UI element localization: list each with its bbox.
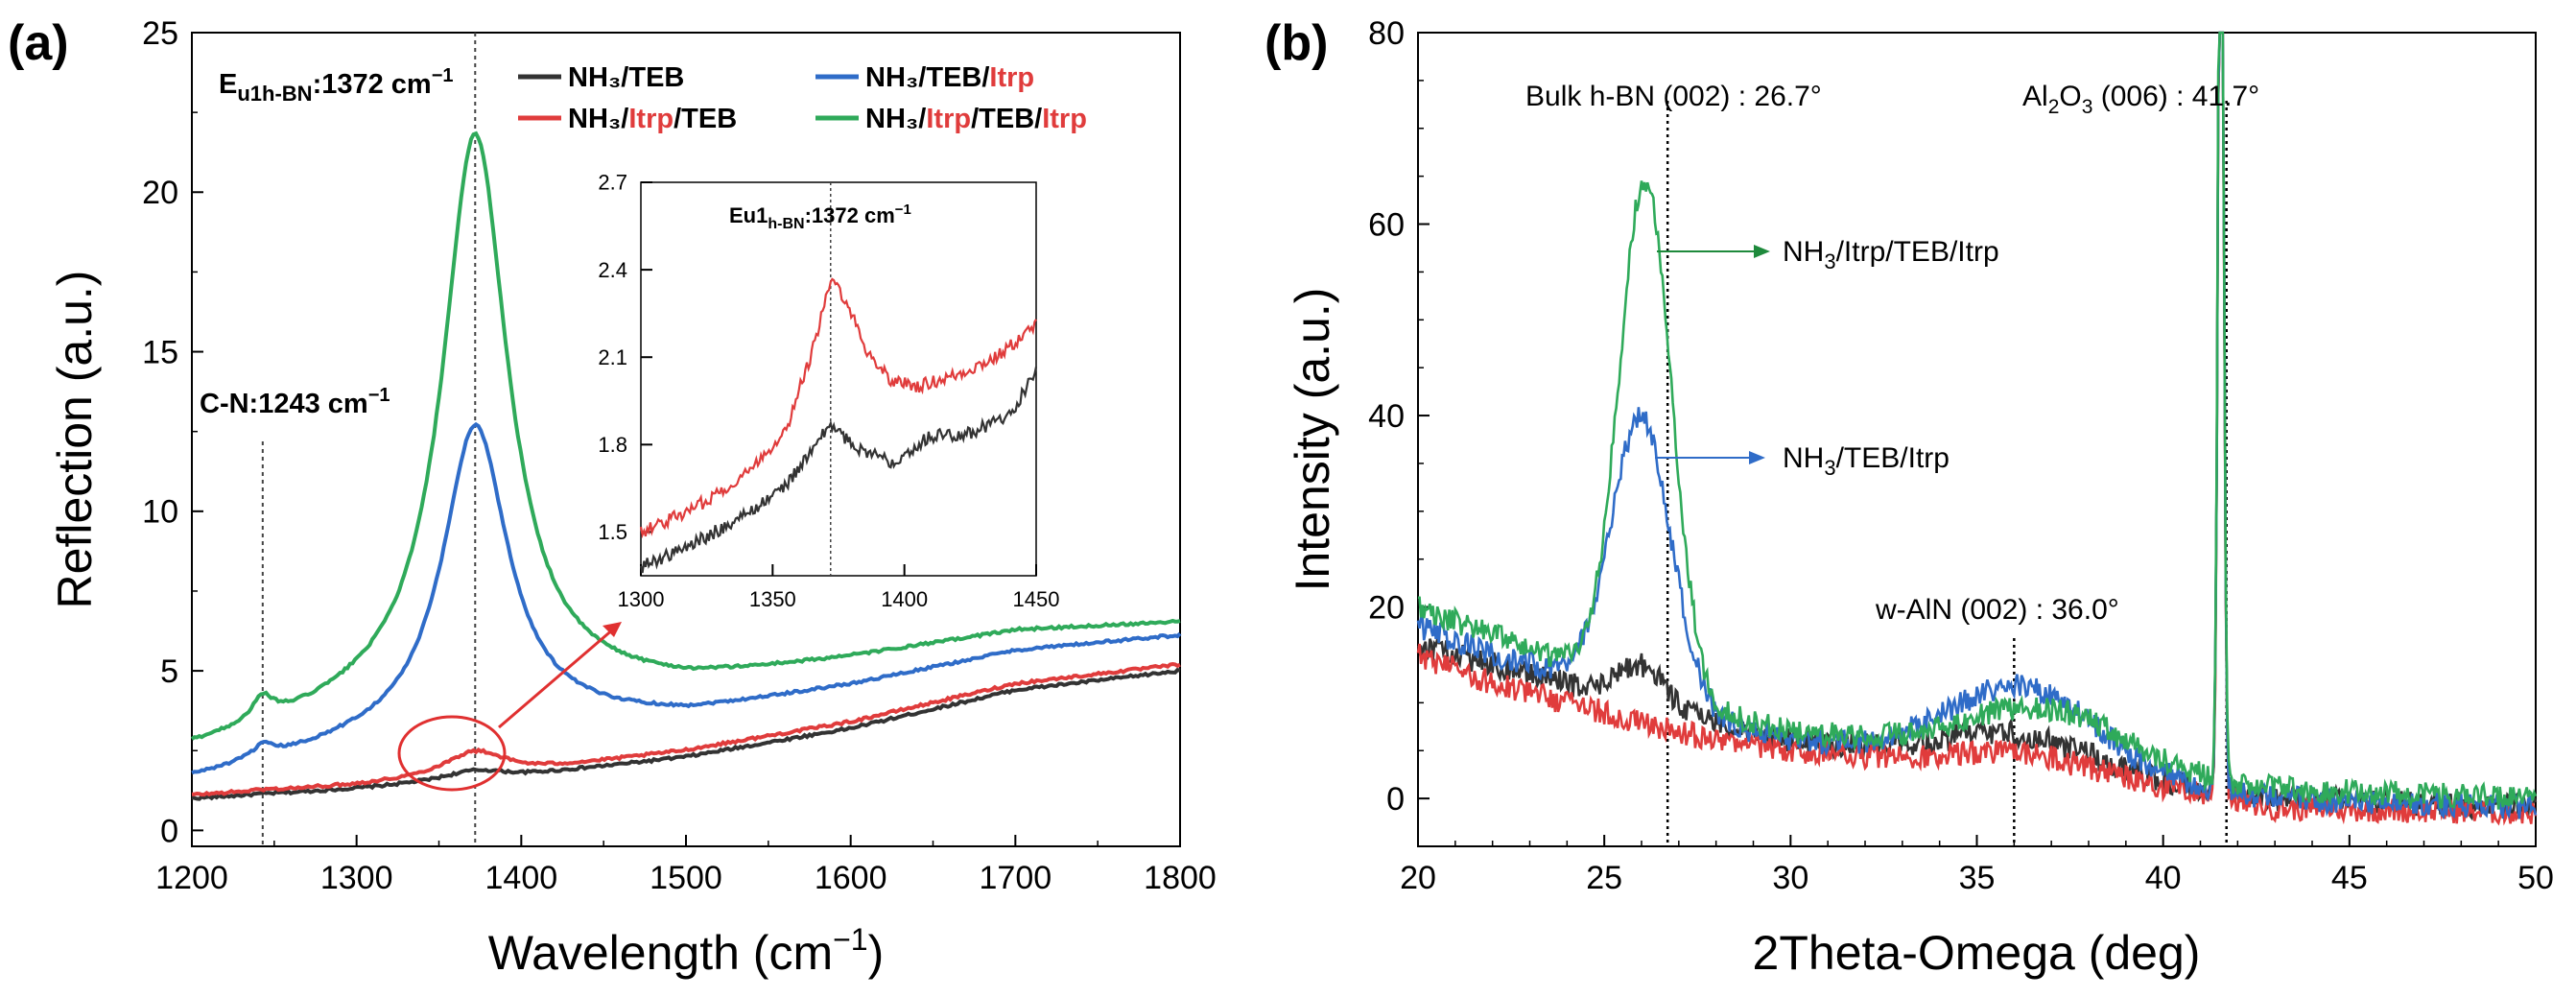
legend-label-itrp-teb: NH₃/Itrp/TEB bbox=[568, 104, 737, 134]
x-tick-label: 35 bbox=[1959, 860, 1996, 896]
inset-line-teb bbox=[639, 367, 1038, 574]
panel-a-x-ticks: 1200 1300 1400 1500 1600 1700 1800 bbox=[155, 835, 1217, 896]
x-tick-label: 25 bbox=[1586, 860, 1622, 896]
panel-a-legend: NH₃/TEB NH₃/Itrp/TEB NH₃/TEB/Itrp NH₃/It… bbox=[518, 62, 1087, 134]
panel-a-y-ticks: 0 5 10 15 20 25 bbox=[142, 15, 203, 849]
panel-b-green-label: NH3/Itrp/TEB/Itrp bbox=[1783, 236, 1999, 273]
x-tick-label: 1300 bbox=[320, 860, 393, 896]
panel-a-label: (a) bbox=[8, 15, 69, 71]
x-tick-label: 20 bbox=[1400, 860, 1436, 896]
x-tick-label: 1350 bbox=[749, 587, 796, 611]
panel-b-y-axis-label: Intensity (a.u.) bbox=[1286, 288, 1339, 592]
series-line-teb bbox=[191, 667, 1181, 801]
y-tick-label: 2.1 bbox=[598, 345, 627, 369]
panel-b-aln-annotation: w-AlN (002) : 36.0° bbox=[1875, 594, 2119, 626]
series-line-itrp_teb_itrp bbox=[1417, 31, 2538, 811]
y-tick-label: 20 bbox=[1368, 589, 1405, 626]
series-line-teb_itrp bbox=[1416, 31, 2538, 820]
panel-a: (a) 1200 1300 1400 1500 1600 1700 1800 0 5 10 15 2… bbox=[8, 15, 1217, 980]
panel-a-zoom-arrow bbox=[498, 627, 615, 729]
panel-b-x-ticks: 20 25 30 35 40 45 50 bbox=[1400, 835, 2554, 896]
inset-peak-annotation: Eu1h-BN:1372 cm−1 bbox=[729, 202, 911, 232]
panel-b-frame bbox=[1417, 32, 2537, 847]
y-tick-label: 1.8 bbox=[598, 433, 627, 457]
panel-a-y-axis-label: Reflection (a.u.) bbox=[48, 271, 102, 609]
x-tick-label: 1200 bbox=[155, 860, 228, 896]
y-tick-label: 5 bbox=[160, 653, 178, 690]
panel-a-cn-annotation: C-N:1243 cm−1 bbox=[200, 385, 390, 419]
y-tick-label: 2.4 bbox=[598, 258, 627, 282]
inset-line-itrp_teb bbox=[639, 277, 1037, 539]
inset-series bbox=[639, 277, 1038, 574]
inset-x-ticks: 1300 1350 1400 1450 bbox=[618, 564, 1060, 611]
series-line-teb_itrp bbox=[191, 421, 1182, 775]
y-tick-label: 0 bbox=[160, 813, 178, 849]
legend-label-teb: NH₃/TEB bbox=[568, 62, 684, 93]
legend-label-itrp-teb-itrp: NH₃/Itrp/TEB/Itrp bbox=[865, 104, 1087, 134]
panel-a-highlight-circle bbox=[397, 715, 507, 792]
panel-b-blue-label: NH3/TEB/Itrp bbox=[1783, 442, 1950, 480]
y-tick-label: 10 bbox=[142, 494, 178, 531]
y-tick-label: 60 bbox=[1368, 206, 1405, 243]
y-tick-label: 20 bbox=[142, 175, 178, 211]
panel-b-y-ticks: 0 20 40 60 80 bbox=[1368, 15, 1430, 818]
y-tick-label: 1.5 bbox=[598, 520, 627, 544]
y-tick-label: 0 bbox=[1386, 781, 1405, 818]
series-line-itrp_teb bbox=[1416, 31, 2538, 826]
series-line-itrp_teb_itrp bbox=[190, 131, 1181, 741]
x-tick-label: 1500 bbox=[650, 860, 722, 896]
y-tick-label: 40 bbox=[1368, 398, 1405, 435]
x-tick-label: 1800 bbox=[1144, 860, 1217, 896]
y-tick-label: 25 bbox=[142, 15, 178, 52]
x-tick-label: 1700 bbox=[980, 860, 1052, 896]
panel-a-x-axis-label: Wavelength (cm−1) bbox=[488, 922, 885, 980]
x-tick-label: 50 bbox=[2517, 860, 2554, 896]
panel-a-inset: 1300 1350 1400 1450 1.5 1.8 2.1 2.4 2.7 Eu1h-BN… bbox=[598, 171, 1059, 611]
panel-b-blue-arrowhead bbox=[1749, 451, 1765, 464]
x-tick-label: 45 bbox=[2331, 860, 2368, 896]
panel-b: (b) 20 25 30 35 40 45 50 0 20 40 60 80 2Theta-Omeg… bbox=[1264, 15, 2554, 980]
panel-b-series bbox=[1416, 31, 2538, 826]
series-line-itrp_teb bbox=[191, 661, 1181, 797]
panel-b-green-arrowhead bbox=[1754, 245, 1770, 258]
legend-label-teb-itrp: NH₃/TEB/Itrp bbox=[865, 62, 1034, 93]
panel-a-series bbox=[190, 131, 1182, 801]
panel-b-label: (b) bbox=[1264, 15, 1328, 71]
inset-frame bbox=[640, 181, 1037, 577]
x-tick-label: 30 bbox=[1772, 860, 1808, 896]
inset-y-ticks: 1.5 1.8 2.1 2.4 2.7 bbox=[598, 171, 652, 544]
panel-b-x-axis-label: 2Theta-Omega (deg) bbox=[1753, 926, 2201, 980]
panel-b-bulk-annotation: Bulk h-BN (002) : 26.7° bbox=[1525, 81, 1822, 112]
x-tick-label: 1300 bbox=[618, 587, 665, 611]
panel-a-zoom-arrowhead bbox=[603, 622, 622, 637]
panel-a-peak-annotation: Eu1h-BN:1372 cm−1 bbox=[219, 65, 454, 106]
x-tick-label: 1400 bbox=[881, 587, 928, 611]
y-tick-label: 2.7 bbox=[598, 171, 627, 195]
x-tick-label: 1400 bbox=[485, 860, 558, 896]
x-tick-label: 40 bbox=[2145, 860, 2182, 896]
y-tick-label: 15 bbox=[142, 334, 178, 370]
x-tick-label: 1600 bbox=[815, 860, 887, 896]
x-tick-label: 1450 bbox=[1013, 587, 1060, 611]
y-tick-label: 80 bbox=[1368, 15, 1405, 52]
panel-b-al2o3-annotation: Al2O3 (006) : 41.7° bbox=[2022, 81, 2259, 118]
